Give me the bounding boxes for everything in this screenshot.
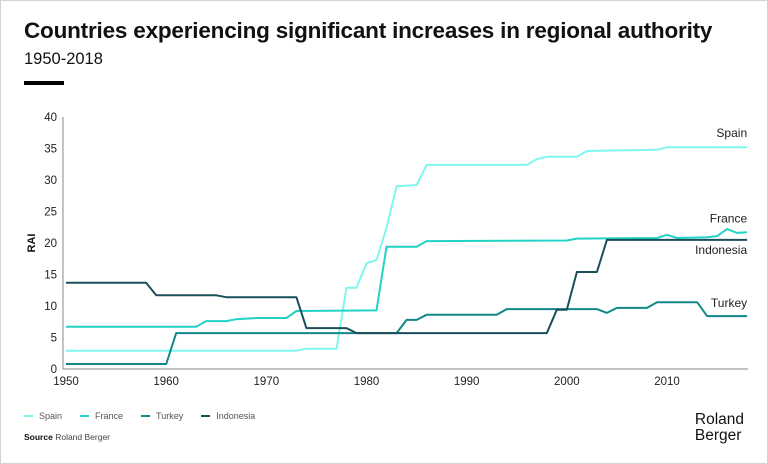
legend: Spain France Turkey Indonesia	[24, 411, 255, 421]
legend-swatch	[141, 415, 151, 417]
chart-title: Countries experiencing significant incre…	[24, 18, 713, 43]
chart-subtitle: 1950-2018	[24, 50, 103, 68]
x-tick-label: 1990	[454, 376, 480, 388]
legend-item-indonesia: Indonesia	[201, 411, 255, 421]
series-lines	[66, 146, 748, 365]
logo-line-2: Berger	[694, 427, 742, 444]
y-tick-label: 5	[51, 333, 57, 345]
legend-item-spain: Spain	[24, 411, 62, 421]
x-tick-label: 1970	[254, 376, 280, 388]
y-tick-label: 30	[44, 175, 57, 187]
roland-berger-logo: Roland Berger	[695, 412, 744, 444]
logo-line-1: Roland	[694, 411, 744, 428]
series-line-turkey	[66, 301, 748, 365]
legend-item-france: France	[80, 411, 123, 421]
x-tick-label: 1950	[53, 376, 79, 388]
x-tick-label: 2000	[554, 376, 580, 388]
y-tick-label: 20	[44, 238, 57, 250]
title-accent-bar	[24, 81, 64, 85]
y-tick-label: 10	[44, 301, 57, 313]
axes: 0 5 10 15 20 25 30 35 40 1950 1960 1970 1980 1990 2000…	[44, 112, 749, 388]
source-label: Source	[24, 432, 53, 442]
legend-label: Spain	[39, 411, 63, 421]
end-label-indonesia: Indonesia	[695, 243, 747, 257]
x-tick-label: 1960	[153, 376, 179, 388]
y-tick-label: 35	[44, 144, 57, 156]
series-line-france	[66, 228, 748, 328]
legend-swatch	[24, 415, 33, 417]
legend-label: Turkey	[156, 411, 184, 421]
legend-label: Indonesia	[216, 411, 256, 421]
y-tick-label: 15	[44, 270, 57, 282]
source-text: Roland Berger	[55, 432, 111, 442]
y-axis-label: RAI	[26, 234, 38, 253]
legend-item-turkey: Turkey	[141, 411, 183, 421]
x-tick-label: 2010	[654, 376, 680, 388]
x-tick-label: 1980	[354, 376, 380, 388]
end-label-spain: Spain	[716, 126, 747, 140]
end-labels: Spain France Turkey Indonesia	[695, 126, 747, 310]
series-line-spain	[66, 146, 748, 352]
source-note: Source Roland Berger	[24, 432, 110, 442]
y-tick-label: 25	[44, 207, 57, 219]
legend-swatch	[201, 415, 211, 417]
end-label-france: France	[710, 211, 748, 225]
y-tick-label: 40	[44, 112, 57, 124]
legend-label: France	[95, 411, 124, 421]
series-line-indonesia	[66, 238, 748, 335]
legend-swatch	[80, 415, 90, 417]
y-tick-label: 0	[51, 364, 57, 376]
end-label-turkey: Turkey	[711, 296, 747, 310]
